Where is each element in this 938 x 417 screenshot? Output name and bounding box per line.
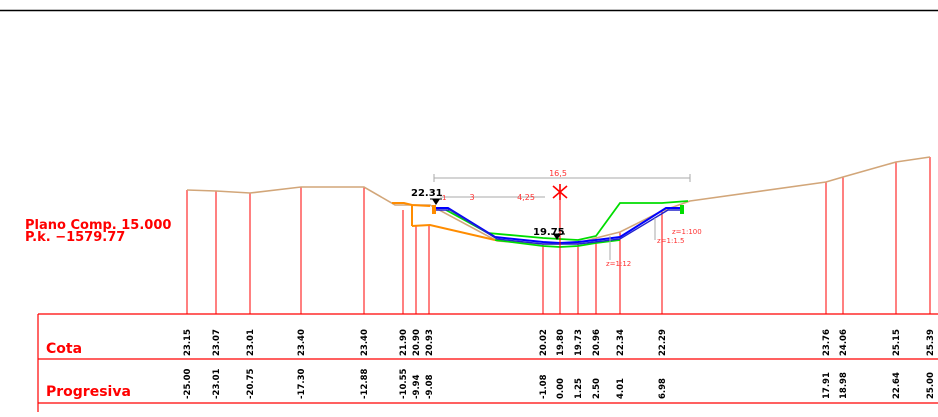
axis-symbol-icon xyxy=(552,184,568,200)
station-cota-label: 24.06 xyxy=(839,329,849,356)
station-cota-label: 20.93 xyxy=(425,329,435,356)
station-progresiva-label: -12.88 xyxy=(360,369,370,399)
pk-label: P.k. −1579.77 xyxy=(25,230,126,245)
station-progresiva-label: -9.08 xyxy=(425,374,435,399)
right-bank-marker xyxy=(680,205,684,214)
station-progresiva-label: -23.01 xyxy=(212,369,222,399)
station-cota-label: 25.39 xyxy=(926,329,936,356)
station-cota-label: 25.15 xyxy=(892,329,902,356)
station-progresiva-label: 25.00 xyxy=(926,372,936,399)
station-lines xyxy=(186,157,931,314)
station-progresiva-label: 6.98 xyxy=(658,378,668,399)
station-cota-label: 23.40 xyxy=(297,329,307,356)
dim-left-text: 3 xyxy=(469,193,474,202)
station-cota-label: 23.01 xyxy=(246,329,256,356)
station-progresiva-label: -10.55 xyxy=(399,369,409,399)
station-progresiva-label: 18.98 xyxy=(839,372,849,399)
station-progresiva-label: -25.00 xyxy=(183,369,193,399)
excavation-profile xyxy=(392,202,431,207)
design-profile xyxy=(445,200,689,241)
station-cota-label: 22.34 xyxy=(616,329,626,356)
elevation-marker-bottom-icon xyxy=(551,233,565,240)
left-bank-marker xyxy=(432,205,436,214)
station-cota-label: 21.90 xyxy=(399,329,409,356)
station-cota-label: 23.76 xyxy=(822,329,832,356)
station-progresiva-label: -17.30 xyxy=(297,369,307,399)
elevation-marker-top-icon xyxy=(430,198,442,205)
slope-1-text: z=1:12 xyxy=(606,260,631,268)
slope-3-text: z=1:1.5 xyxy=(657,237,684,245)
slope-toe-line xyxy=(411,223,496,241)
station-progresiva-label: 22.64 xyxy=(892,372,902,399)
station-cota-label: 19.80 xyxy=(556,329,566,356)
station-cota-label: 23.40 xyxy=(360,329,370,356)
data-table-frame xyxy=(37,313,938,412)
elev-top-text: 22.31 xyxy=(411,188,443,199)
station-cota-label: 20.90 xyxy=(412,329,422,356)
progresiva-row-label: Progresiva xyxy=(46,384,131,400)
station-labels: 23.15 -25.00 23.07 -23.01 23.01 -20.75 23.40 -1… xyxy=(183,329,936,399)
plano-comparacion-label: Plano Comp. 15.000 xyxy=(25,218,172,233)
station-cota-label: 20.96 xyxy=(592,329,602,356)
design-base-green xyxy=(494,239,621,248)
station-cota-label: 20.02 xyxy=(539,329,549,356)
station-cota-label: 19.73 xyxy=(574,329,584,356)
station-progresiva-label: 17.91 xyxy=(822,372,832,399)
cota-row-label: Cota xyxy=(46,341,83,357)
station-progresiva-label: 4.01 xyxy=(616,378,626,399)
station-progresiva-label: -1.08 xyxy=(539,374,549,399)
dim-right-text: 4,25 xyxy=(517,193,535,202)
station-cota-label: 23.15 xyxy=(183,329,193,356)
station-progresiva-label: 0.00 xyxy=(556,378,566,399)
dimension-lines xyxy=(433,174,691,260)
dim-total-text: 16,5 xyxy=(549,169,567,178)
station-cota-label: 23.07 xyxy=(212,329,222,356)
tick-label-text: 1 xyxy=(442,194,446,202)
station-progresiva-label: -9.94 xyxy=(412,374,422,399)
station-progresiva-label: -20.75 xyxy=(246,369,256,399)
station-progresiva-label: 1.25 xyxy=(574,378,584,399)
slope-2-text: z=1:100 xyxy=(672,228,702,236)
station-cota-label: 22.29 xyxy=(658,329,668,356)
elev-bottom-text: 19.75 xyxy=(533,227,565,238)
station-progresiva-label: 2.50 xyxy=(592,378,602,399)
